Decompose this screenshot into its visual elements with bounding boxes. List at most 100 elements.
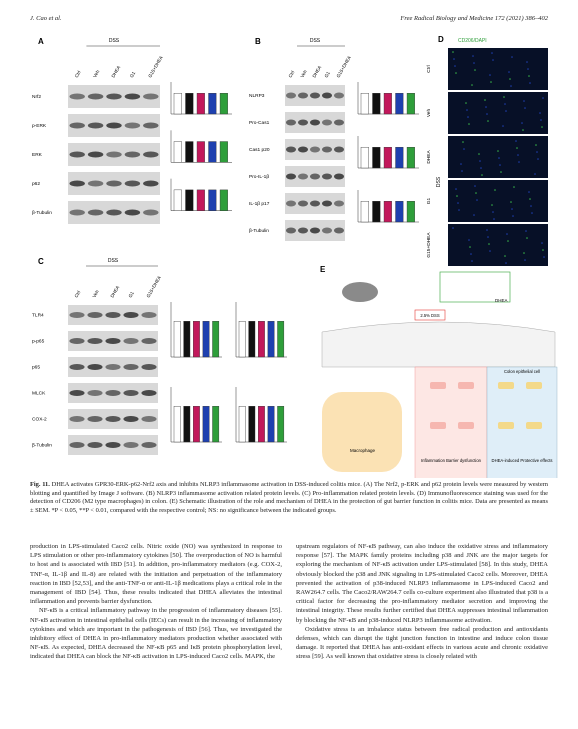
if-signal <box>494 189 496 191</box>
if-signal <box>473 214 475 216</box>
blot-band <box>141 390 157 396</box>
stain-label: CD206/DAPI <box>458 38 487 44</box>
blot-band <box>321 92 333 99</box>
blot-band <box>141 364 157 370</box>
blot-band <box>87 416 103 422</box>
if-signal <box>510 201 512 203</box>
if-image <box>448 136 548 178</box>
blot-band <box>297 146 309 153</box>
macrophage-label: Macrophage <box>350 448 376 453</box>
chart-bar <box>406 200 415 223</box>
blot-band <box>69 312 85 318</box>
if-signal <box>486 113 488 115</box>
blot-band <box>87 338 103 344</box>
blot-band <box>141 416 157 422</box>
if-signal <box>513 186 515 188</box>
chart-bar <box>372 146 381 169</box>
lane-label: G15+DHEA <box>336 54 353 78</box>
blot-band <box>69 442 85 448</box>
chart-bar <box>395 93 404 115</box>
if-signal <box>471 260 473 262</box>
blot-band <box>309 173 321 180</box>
band-label: Cas1 p20 <box>249 147 270 153</box>
if-signal <box>511 56 513 58</box>
if-signal <box>504 103 506 105</box>
chart-bar <box>173 321 181 358</box>
macrophage <box>322 392 402 472</box>
chart-bar <box>277 321 285 358</box>
epithelial-left <box>414 366 488 478</box>
chart-bar <box>267 406 275 443</box>
lane-label: Ctrl <box>74 290 82 299</box>
if-signal <box>485 106 487 108</box>
lane-label: Ctrl <box>288 70 296 79</box>
panel-label: C <box>38 257 44 266</box>
blot-band <box>69 390 85 396</box>
chart-bar <box>383 146 392 169</box>
panel-label: D <box>438 35 444 44</box>
blot-band <box>123 364 139 370</box>
if-signal <box>517 154 519 156</box>
blot-band <box>141 442 157 448</box>
chart-bar <box>185 93 194 115</box>
if-signal <box>489 250 491 252</box>
band-label: ERK <box>32 152 43 158</box>
row-label: G15+DHEA <box>426 232 432 258</box>
blot-band <box>124 209 141 216</box>
if-signal <box>466 109 468 111</box>
if-signal <box>528 75 530 77</box>
blot-band <box>141 312 157 318</box>
chart-bar <box>183 321 191 358</box>
if-signal <box>471 84 473 86</box>
chart-bar <box>395 200 404 223</box>
if-signal <box>458 209 460 211</box>
blot-band <box>124 180 141 187</box>
caption-label: Fig. 11. <box>30 481 50 488</box>
if-signal <box>480 167 482 169</box>
if-signal <box>490 81 492 83</box>
blot-band <box>69 122 85 129</box>
band-label: p-ERK <box>32 123 47 129</box>
if-signal <box>526 61 528 63</box>
if-signal <box>492 211 494 213</box>
if-signal <box>468 239 470 241</box>
if-signal <box>503 96 505 98</box>
if-signal <box>461 170 463 172</box>
if-signal <box>497 150 499 152</box>
chart-bar <box>219 93 228 115</box>
if-signal <box>455 72 457 74</box>
blot-band <box>321 146 333 153</box>
blot-band <box>285 92 297 99</box>
lane-label: DHEA <box>111 64 122 78</box>
chart-bar <box>185 189 194 211</box>
if-image <box>448 92 548 134</box>
chart-bar <box>406 93 415 115</box>
chart-bar <box>183 406 191 443</box>
chart-bar <box>248 406 256 443</box>
blot-band <box>69 364 85 370</box>
chart-bar <box>360 200 369 223</box>
if-signal <box>491 52 493 54</box>
panel-label: B <box>255 37 261 46</box>
blot-band <box>333 227 345 234</box>
node <box>458 382 474 389</box>
band-label: β-Tubulin <box>32 442 52 448</box>
blot-band <box>87 93 104 100</box>
chart-bar <box>185 141 194 163</box>
blot-band <box>124 93 141 100</box>
if-signal <box>524 107 526 109</box>
chart-bar <box>193 321 200 358</box>
blot-band <box>309 92 321 99</box>
if-signal <box>457 202 459 204</box>
chart-bar <box>173 141 182 163</box>
row-label: Ctrl <box>426 65 432 72</box>
blot-band <box>105 442 121 448</box>
if-signal <box>455 188 457 190</box>
if-signal <box>509 78 511 80</box>
if-signal <box>465 102 467 104</box>
blot-band <box>143 122 159 129</box>
blot-band <box>87 312 103 318</box>
blot-band <box>123 442 139 448</box>
if-signal <box>535 144 537 146</box>
effect-right: DHEA-induced Protective effects <box>492 458 553 463</box>
